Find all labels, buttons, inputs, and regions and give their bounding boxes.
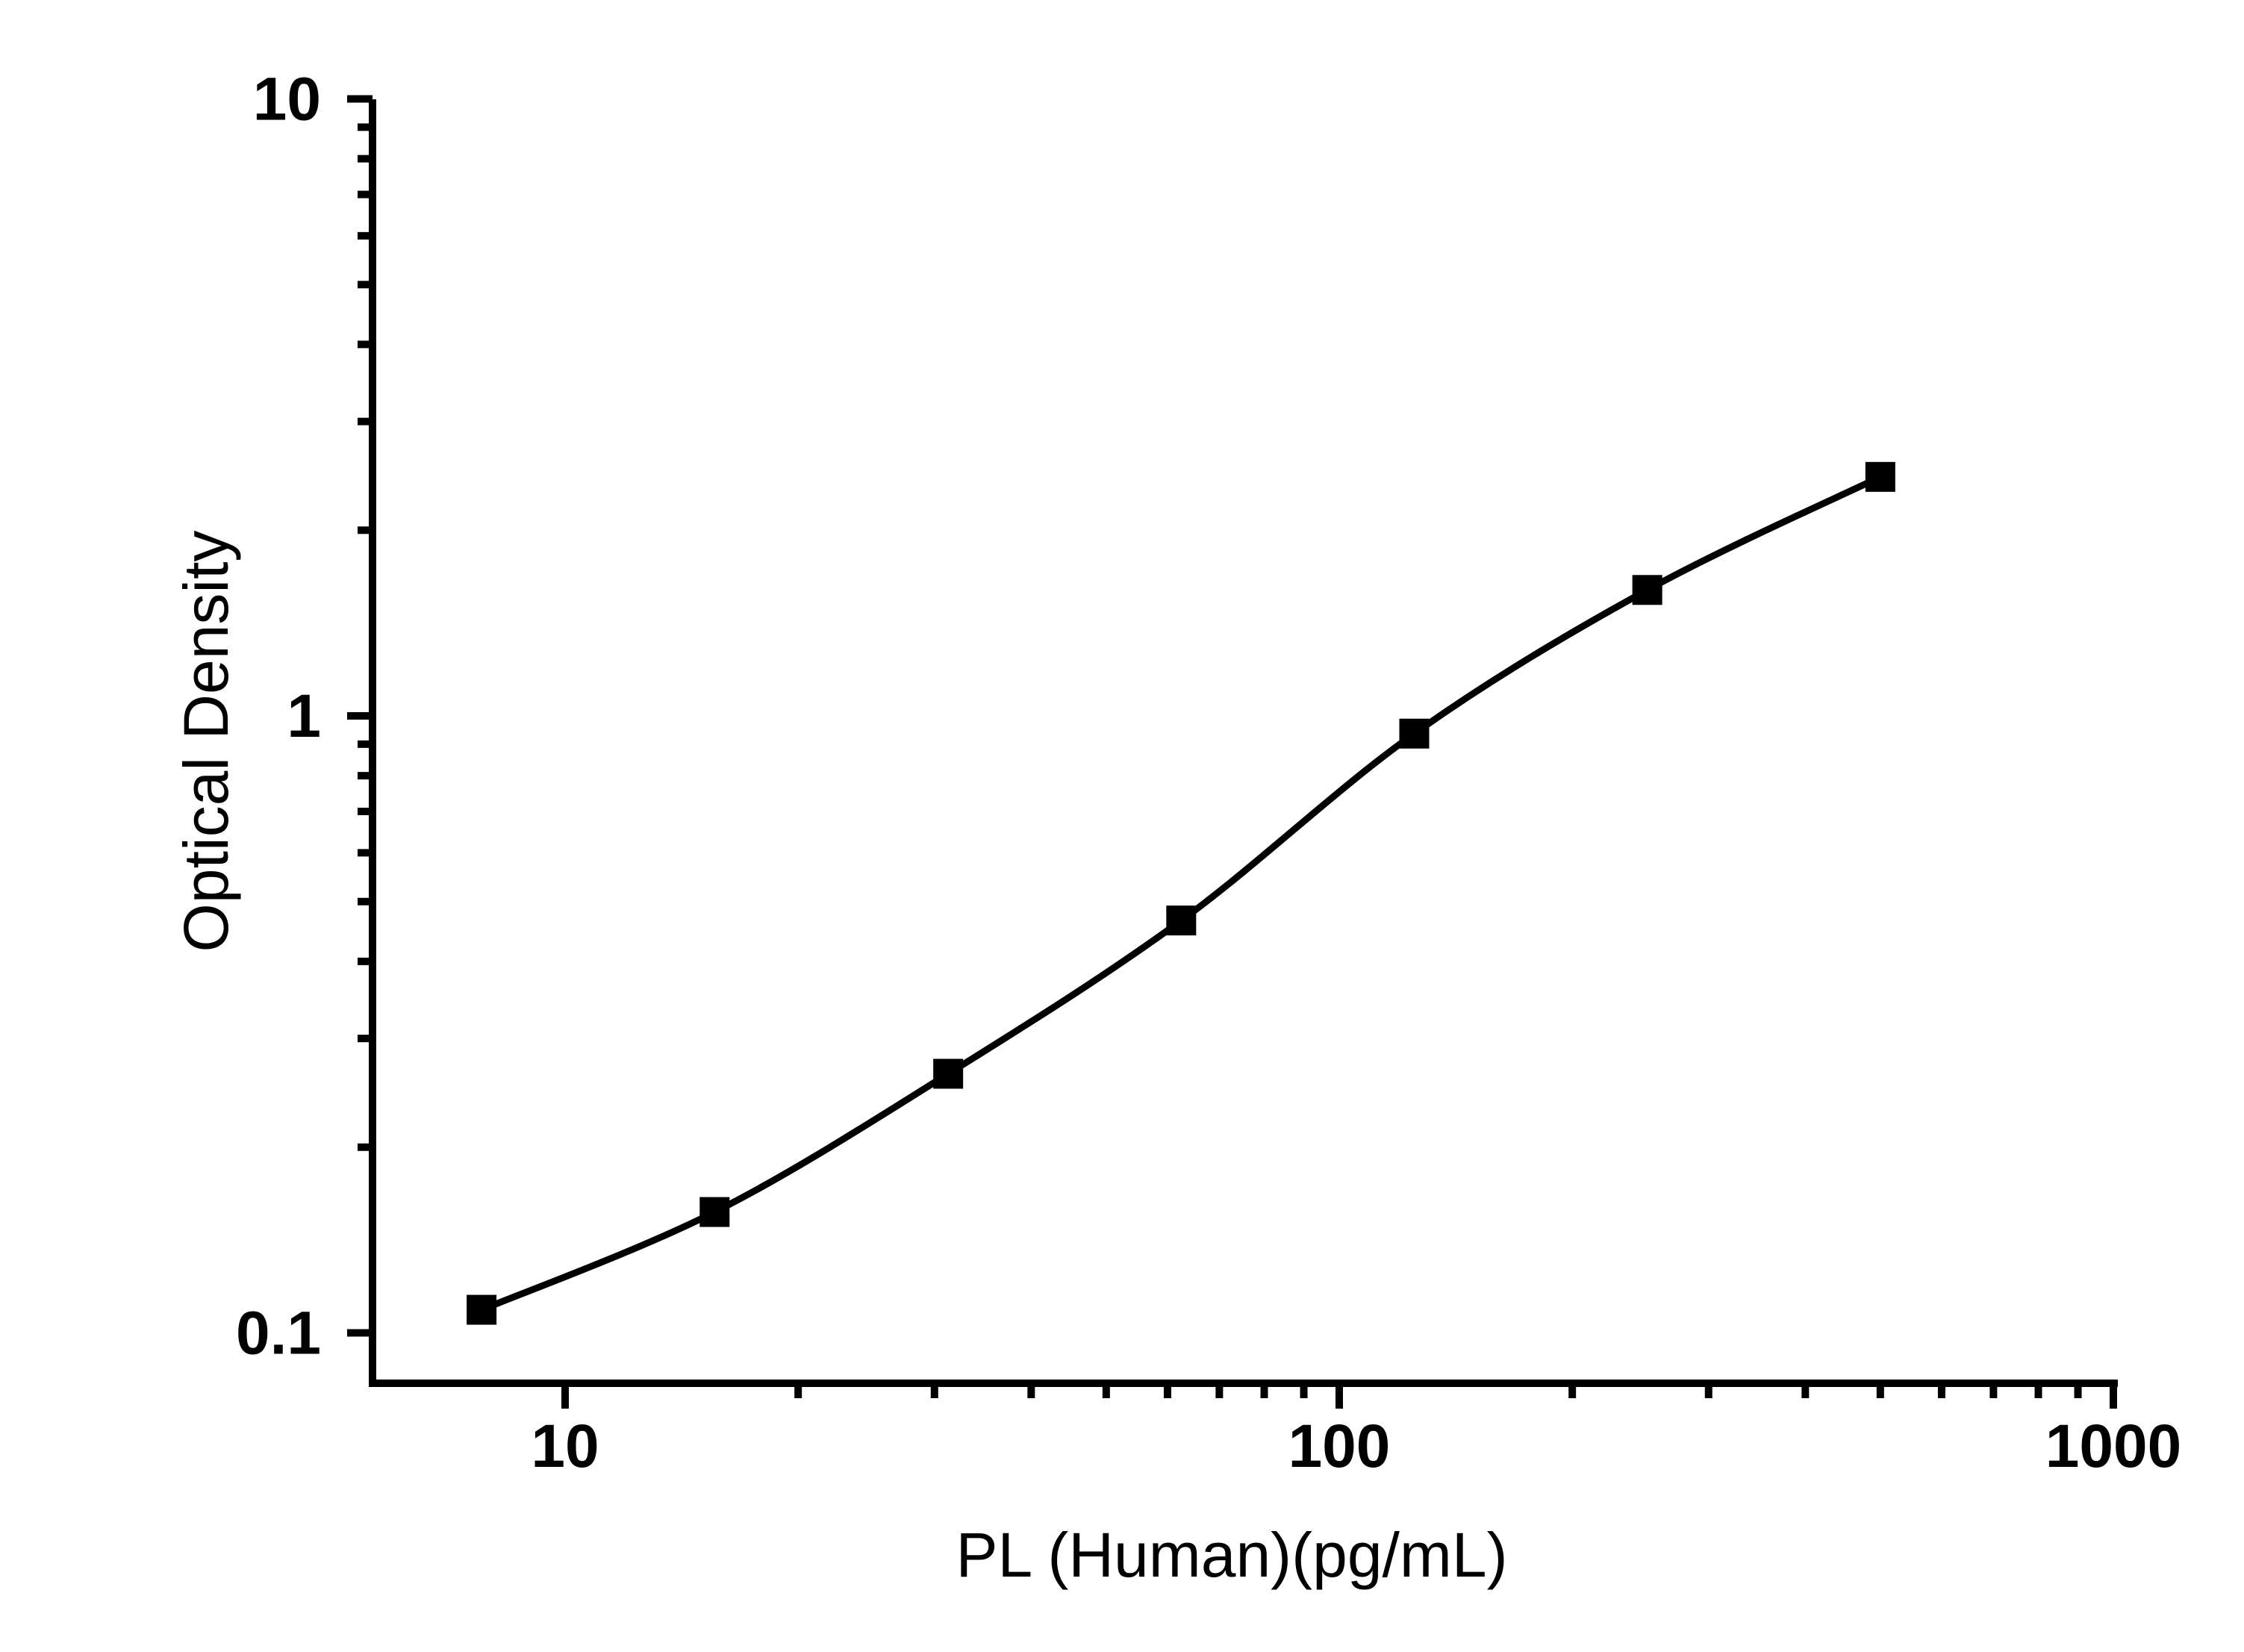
x-axis-title: PL (Human)(pg/mL) — [956, 1520, 1507, 1590]
x-tick-label: 10 — [531, 1412, 599, 1480]
axis-frame — [369, 99, 2118, 1387]
y-axis-title: Optical Density — [171, 531, 241, 953]
data-point-marker — [1632, 575, 1662, 605]
data-point-marker — [933, 1059, 964, 1089]
y-tick-label: 0.1 — [236, 1300, 321, 1368]
axis-ticks — [347, 95, 2117, 1409]
data-point-marker — [1399, 718, 1430, 749]
y-tick-label: 1 — [287, 682, 321, 750]
standard-curve-line — [480, 473, 1882, 1313]
x-tick-label: 100 — [1288, 1412, 1391, 1480]
data-series — [467, 461, 1895, 1325]
axis-tick-labels: 10 100 1000 10 1 0.1 — [236, 66, 2181, 1481]
y-tick-label: 10 — [253, 66, 321, 134]
x-tick-label: 1000 — [2045, 1412, 2181, 1480]
data-point-marker — [1166, 906, 1197, 936]
data-point-marker — [1865, 461, 1895, 492]
data-point-marker — [467, 1294, 497, 1325]
axes — [369, 99, 2118, 1387]
data-point-marker — [699, 1197, 730, 1227]
